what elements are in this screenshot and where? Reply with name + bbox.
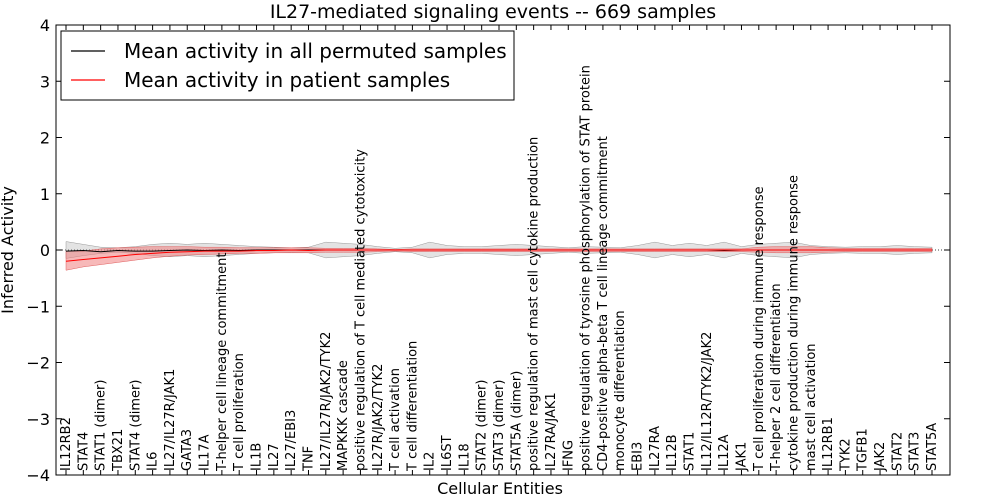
- x-category-label: IL27R/JAK2/TYK2: [371, 364, 386, 471]
- x-category-label: IL27/IL27R/JAK2/TYK2: [319, 332, 334, 471]
- y-tick-label: 2: [40, 129, 50, 148]
- x-category-label: IL18: [457, 443, 472, 471]
- x-category-label: TYK2: [838, 438, 853, 472]
- x-category-label: IL27/EBI3: [284, 410, 299, 471]
- x-category-label: STAT5A: [925, 423, 940, 471]
- x-category-label: mast cell activation: [804, 343, 819, 471]
- y-tick-label: 3: [40, 72, 50, 91]
- x-category-label: IL27RA: [648, 426, 663, 471]
- x-category-label: positive regulation of mast cell cytokin…: [527, 137, 542, 471]
- y-tick-label: −2: [26, 354, 50, 373]
- x-category-label: JAK1: [734, 442, 749, 472]
- x-category-label: TNF: [301, 446, 316, 472]
- x-category-label: T cell proliferation: [232, 353, 247, 472]
- chart-title: IL27-mediated signaling events -- 669 sa…: [270, 1, 716, 23]
- y-tick-label: 4: [40, 16, 50, 35]
- x-category-label: STAT1: [683, 432, 698, 471]
- x-category-label: monocyte differentiation: [613, 310, 628, 471]
- x-category-label: IL12B: [665, 434, 680, 471]
- x-category-label: STAT5A (dimer): [509, 371, 524, 471]
- plot-area: −4 −3 −2 −1 0 1 2 3 4 IL12RB2 STAT4 STAT1 (dimer) TB…: [26, 16, 951, 485]
- y-tick-label: 0: [40, 241, 50, 260]
- legend-label: Mean activity in patient samples: [124, 68, 450, 92]
- x-category-label: IL27: [267, 443, 282, 471]
- x-category-label: IL6: [146, 452, 161, 471]
- y-tick-label: −4: [26, 466, 50, 485]
- x-category-label: GATA3: [180, 429, 195, 471]
- legend-label: Mean activity in all permuted samples: [124, 39, 507, 63]
- patient-samples-line: [65, 249, 932, 262]
- x-category-label: STAT3 (dimer): [492, 380, 507, 471]
- x-category-label: EBI3: [631, 442, 646, 471]
- x-category-label: IL6ST: [440, 435, 455, 471]
- x-category-label: IL1B: [250, 443, 265, 471]
- x-category-label: TBX21: [111, 429, 126, 472]
- x-axis-title: Cellular Entities: [437, 479, 563, 498]
- x-category-label: T cell proliferation during immune respo…: [752, 186, 767, 472]
- y-tick-label: −1: [26, 297, 50, 316]
- x-category-label: T-helper cell lineage commitment: [215, 253, 230, 472]
- x-category-label: STAT2: [890, 432, 905, 471]
- x-category-label: positive regulation of T cell mediated c…: [353, 149, 368, 471]
- x-category-label: IL12/IL12R/TYK2/JAK2: [700, 332, 715, 471]
- x-category-label: cytokine production during immune respon…: [786, 175, 801, 471]
- x-category-label: STAT4 (dimer): [128, 380, 143, 471]
- x-category-label: STAT2 (dimer): [475, 380, 490, 471]
- x-category-label: IL17A: [198, 434, 213, 471]
- x-category-label: T cell activation: [388, 368, 403, 472]
- x-category-label: IL12A: [717, 434, 732, 471]
- x-category-label: IL12RB1: [821, 417, 836, 471]
- x-category-label: IL2: [423, 452, 438, 471]
- x-category-label: IL27/IL27R/JAK1: [163, 369, 178, 471]
- x-category-label: STAT1 (dimer): [94, 380, 109, 471]
- x-category-label: IL27RA/JAK1: [544, 392, 559, 471]
- x-category-label: STAT3: [908, 432, 923, 471]
- x-category-label: STAT4: [76, 432, 91, 471]
- x-category-label: CD4-positive alpha-beta T cell lineage c…: [596, 136, 611, 471]
- y-tick-label: −3: [26, 410, 50, 429]
- legend-box: [60, 30, 515, 101]
- x-category-label: TGFB1: [856, 428, 871, 472]
- legend: Mean activity in all permuted samples Mea…: [60, 30, 515, 101]
- x-category-label: IL12RB2: [59, 417, 74, 471]
- y-axis-title: Inferred Activity: [0, 186, 17, 314]
- y-tick-label: 1: [40, 185, 50, 204]
- x-category-label: T cell differentiation: [405, 341, 420, 472]
- x-category-label: positive regulation of tyrosine phosphor…: [579, 65, 594, 471]
- x-category-label: IFNG: [561, 440, 576, 471]
- patient-samples-band: [65, 246, 933, 271]
- x-category-label: MAPKKK cascade: [336, 360, 351, 471]
- x-category-label: JAK2: [873, 442, 888, 472]
- x-category-label: T-helper 2 cell differentiation: [769, 283, 784, 472]
